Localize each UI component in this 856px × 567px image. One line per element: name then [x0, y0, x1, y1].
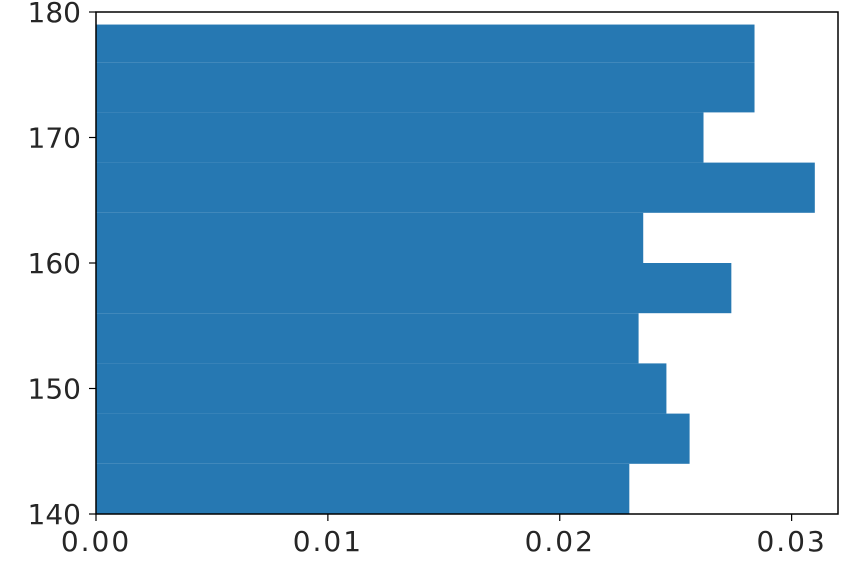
x-tick-label: 0.01 — [293, 525, 363, 558]
histogram-bar — [96, 213, 643, 263]
histogram-bar — [96, 62, 755, 112]
y-tick-label: 150 — [28, 373, 81, 406]
histogram-bar — [96, 263, 731, 313]
x-tick-label: 0.03 — [756, 525, 826, 558]
y-tick-label: 160 — [28, 247, 81, 280]
histogram-bar — [96, 313, 639, 363]
histogram-bar — [96, 112, 704, 162]
histogram-bar — [96, 414, 690, 464]
x-tick-label: 0.02 — [525, 525, 595, 558]
histogram-bar — [96, 25, 755, 63]
y-tick-label: 140 — [28, 498, 81, 531]
histogram-chart: 0.000.010.020.03140150160170180 — [0, 0, 856, 567]
chart-canvas: 0.000.010.020.03140150160170180 — [0, 0, 856, 567]
histogram-bar — [96, 363, 666, 413]
y-tick-label: 170 — [28, 122, 81, 155]
histogram-bar — [96, 163, 815, 213]
histogram-bar — [96, 464, 629, 514]
y-tick-label: 180 — [28, 0, 81, 29]
